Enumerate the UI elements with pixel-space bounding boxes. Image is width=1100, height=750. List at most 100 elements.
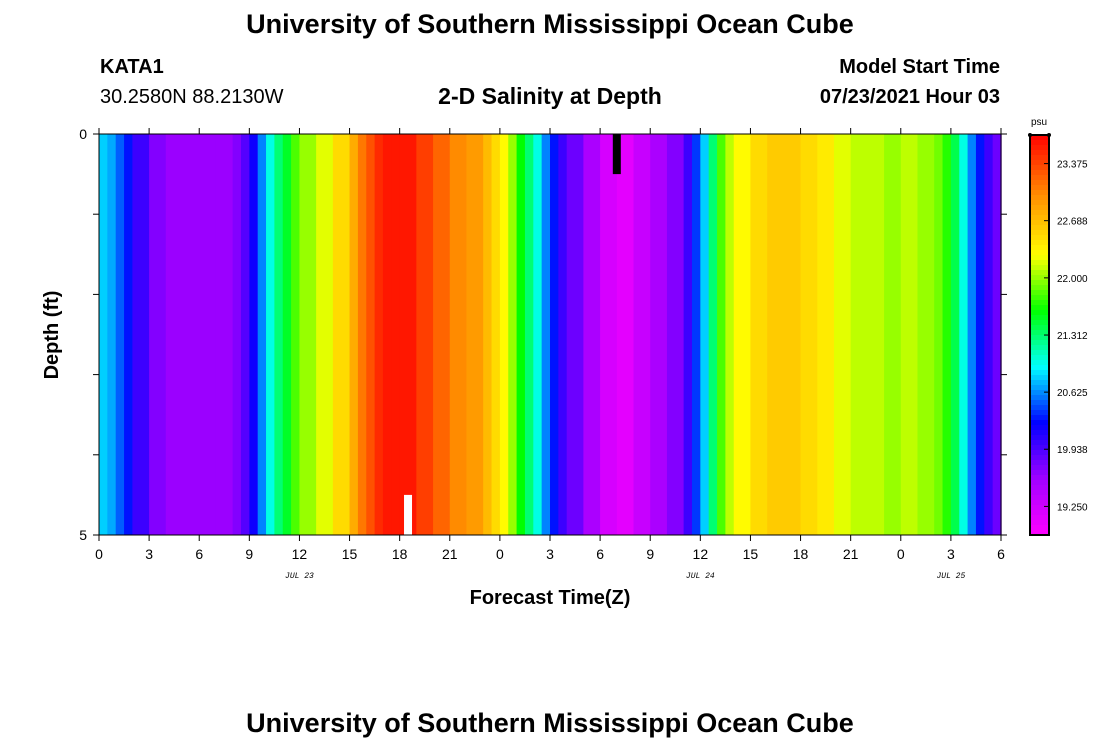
colorbar-corner-dot xyxy=(1047,133,1051,137)
heatmap-cell xyxy=(533,134,543,535)
heatmap-cell xyxy=(992,134,1002,535)
colorbar-segment xyxy=(1030,445,1049,451)
y-tick-label: 0 xyxy=(79,126,87,142)
colorbar-segment xyxy=(1030,370,1049,376)
colorbar-segment xyxy=(1030,515,1049,521)
colorbar-segment xyxy=(1030,140,1049,146)
colorbar-tick-label: 19.938 xyxy=(1057,445,1088,456)
heatmap-markers xyxy=(404,134,621,535)
colorbar-segment xyxy=(1030,460,1049,466)
heatmap-cell xyxy=(884,134,902,535)
heatmap-cell xyxy=(282,134,292,535)
heatmap-cell xyxy=(750,134,768,535)
colorbar-tick-label: 21.312 xyxy=(1057,331,1088,342)
colorbar-segment xyxy=(1030,340,1049,346)
colorbar-segment xyxy=(1030,180,1049,186)
heatmap-cell xyxy=(600,134,618,535)
colorbar-segment xyxy=(1030,530,1049,536)
y-tick-label: 5 xyxy=(79,527,87,543)
heatmap-cell xyxy=(967,134,977,535)
heatmap-cell xyxy=(240,134,250,535)
colorbar-segment xyxy=(1030,470,1049,476)
colorbar-segment xyxy=(1030,300,1049,306)
heatmap-cell xyxy=(416,134,434,535)
colorbar-segment xyxy=(1030,385,1049,391)
station-id: KATA1 xyxy=(100,56,164,78)
x-tick-label: 6 xyxy=(997,546,1005,562)
colorbar-segment xyxy=(1030,290,1049,296)
heatmap-cell xyxy=(299,134,317,535)
heatmap-cell xyxy=(165,134,184,535)
colorbar-segment xyxy=(1030,265,1049,271)
colorbar-segment xyxy=(1030,310,1049,316)
colorbar-tick-label: 22.688 xyxy=(1057,217,1088,228)
heatmap-cell xyxy=(717,134,726,535)
heatmap-cell xyxy=(499,134,509,535)
heatmap-cell xyxy=(800,134,818,535)
colorbar-segment xyxy=(1030,455,1049,461)
colorbar-segment xyxy=(1030,425,1049,431)
colorbar-segment xyxy=(1030,205,1049,211)
heatmap-cell xyxy=(199,134,217,535)
colorbar-tick-label: 20.625 xyxy=(1057,388,1088,399)
colorbar-segment xyxy=(1030,380,1049,386)
colorbar-segment xyxy=(1030,345,1049,351)
colorbar-segment xyxy=(1030,155,1049,161)
colorbar-segment xyxy=(1030,485,1049,491)
colorbar-segment xyxy=(1030,405,1049,411)
colorbar-segment xyxy=(1030,490,1049,496)
heatmap-cell xyxy=(266,134,275,535)
heatmap-cell xyxy=(917,134,935,535)
colorbar-segment xyxy=(1030,525,1049,531)
heatmap-cell xyxy=(124,134,134,535)
colorbar-segment xyxy=(1030,280,1049,286)
heatmap-cell xyxy=(449,134,468,535)
x-tick-label: 15 xyxy=(743,546,759,562)
x-tick-label: 9 xyxy=(245,546,253,562)
colorbar-segment xyxy=(1030,435,1049,441)
model-start-label: Model Start Time xyxy=(839,56,1000,78)
station-coordinates: 30.2580N 88.2130W xyxy=(100,86,284,108)
heatmap-cells xyxy=(99,134,1002,535)
heatmap-cell xyxy=(215,134,234,535)
heatmap-cell xyxy=(650,134,668,535)
colorbar-segment xyxy=(1030,335,1049,341)
heatmap-cell xyxy=(733,134,752,535)
heatmap-cell xyxy=(115,134,125,535)
x-date-label: JUL 24 xyxy=(686,572,715,581)
x-tick-label: 0 xyxy=(95,546,103,562)
x-tick-label: 3 xyxy=(145,546,153,562)
x-tick-label: 18 xyxy=(392,546,408,562)
heatmap-cell xyxy=(366,134,376,535)
colorbar-tick-label: 22.000 xyxy=(1057,274,1088,285)
x-tick-label: 15 xyxy=(342,546,358,562)
heatmap-cell xyxy=(783,134,802,535)
x-tick-label: 21 xyxy=(843,546,859,562)
colorbar-segment xyxy=(1030,285,1049,291)
heatmap-cell xyxy=(984,134,994,535)
colorbar-segment xyxy=(1030,195,1049,201)
footer-title: University of Southern Mississippi Ocean… xyxy=(246,708,854,738)
colorbar-segment xyxy=(1030,475,1049,481)
colorbar-segment xyxy=(1030,395,1049,401)
colorbar-segment xyxy=(1030,210,1049,216)
colorbar-segment xyxy=(1030,420,1049,426)
colorbar-segment xyxy=(1030,400,1049,406)
colorbar-segment xyxy=(1030,305,1049,311)
heatmap-cell xyxy=(516,134,526,535)
colorbar-segment xyxy=(1030,175,1049,181)
heatmap-marker-bar xyxy=(404,494,413,535)
heatmap-cell xyxy=(934,134,944,535)
colorbar-segment xyxy=(1030,430,1049,436)
colorbar-segment xyxy=(1030,230,1049,236)
heatmap-marker-bar xyxy=(612,134,621,175)
heatmap-cell xyxy=(959,134,969,535)
heatmap-cell xyxy=(132,134,150,535)
x-tick-label: 3 xyxy=(947,546,955,562)
colorbar-segment xyxy=(1030,360,1049,366)
colorbar-tick-label: 23.375 xyxy=(1057,160,1088,171)
colorbar-segment xyxy=(1030,150,1049,156)
colorbar-unit: psu xyxy=(1031,117,1047,128)
colorbar-segment xyxy=(1030,520,1049,526)
heatmap-cell xyxy=(508,134,518,535)
